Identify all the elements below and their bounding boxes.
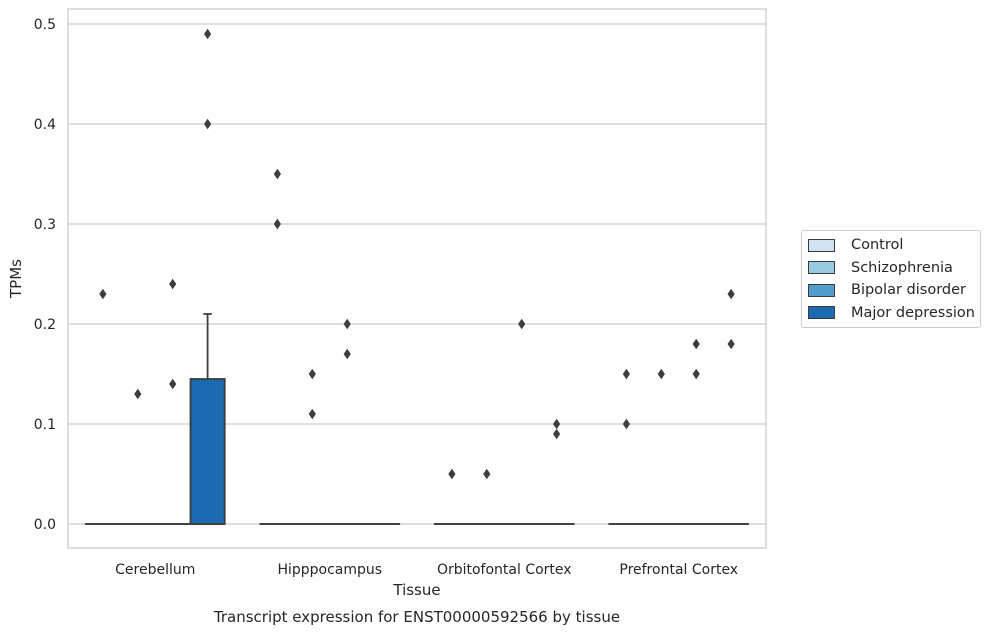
legend-item-control: Control: [808, 234, 975, 257]
series-schizophrenia: [119, 368, 680, 525]
legend-label-bipolar-disorder: Bipolar disorder: [851, 282, 966, 299]
outlier-point: [553, 428, 561, 440]
chart-title: Transcript expression for ENST0000059256…: [213, 608, 620, 626]
legend-swatch-schizophrenia: [808, 261, 835, 275]
outlier-point: [622, 368, 630, 380]
series-control: [84, 168, 645, 525]
legend-swatch-control: [808, 238, 835, 252]
outlier-point: [448, 468, 456, 480]
outlier-point: [727, 288, 735, 300]
outlier-point: [273, 218, 281, 230]
box-groups: [84, 28, 750, 525]
outlier-point: [483, 468, 491, 480]
y-tick-label: 0.3: [34, 217, 56, 233]
outlier-point: [99, 288, 107, 300]
x-tick-label: Orbitofontal Cortex: [437, 562, 572, 578]
outlier-point: [169, 278, 177, 290]
outlier-point: [308, 408, 316, 420]
series-bipolar-disorder: [154, 278, 715, 525]
legend-swatch-bipolar-disorder: [808, 283, 835, 297]
legend-item-bipolar-disorder: Bipolar disorder: [808, 279, 975, 302]
legend: Control Schizophrenia Bipolar disorder M…: [801, 230, 981, 328]
outlier-point: [727, 338, 735, 350]
plot-frame: [67, 8, 767, 549]
y-tick-label: 0.4: [34, 117, 56, 133]
x-tick-label: Prefrontal Cortex: [619, 562, 738, 578]
box: [189, 378, 226, 525]
legend-swatch-major-depression: [808, 306, 835, 320]
legend-label-control: Control: [851, 237, 904, 254]
outlier-point: [169, 378, 177, 390]
y-tick-labels: 0.0 0.1 0.2 0.3 0.4 0.5: [34, 17, 56, 533]
outlier-point: [518, 318, 526, 330]
outlier-point: [657, 368, 665, 380]
outlier-point: [622, 418, 630, 430]
outlier-point: [692, 368, 700, 380]
x-tick-label: Cerebellum: [115, 562, 195, 578]
x-axis-label: Tissue: [392, 581, 440, 599]
y-tick-label: 0.2: [34, 317, 56, 333]
outlier-point: [343, 348, 351, 360]
outlier-point: [204, 28, 212, 40]
outlier-point: [134, 388, 142, 400]
y-tick-label: 0.5: [34, 17, 56, 33]
outlier-point: [343, 318, 351, 330]
outlier-point: [273, 168, 281, 180]
legend-item-major-depression: Major depression: [808, 302, 975, 325]
y-axis-label: TPMs: [7, 259, 25, 299]
x-tick-label: Hipppocampus: [277, 562, 382, 578]
series-major-depression: [189, 28, 750, 525]
legend-label-schizophrenia: Schizophrenia: [851, 259, 953, 276]
outlier-point: [204, 118, 212, 130]
y-tick-label: 0.0: [34, 517, 56, 533]
legend-label-major-depression: Major depression: [851, 304, 975, 321]
y-tick-label: 0.1: [34, 417, 56, 433]
outlier-point: [308, 368, 316, 380]
legend-item-schizophrenia: Schizophrenia: [808, 257, 975, 280]
x-tick-labels: Cerebellum Hipppocampus Orbitofontal Corte…: [115, 562, 738, 578]
grid-lines: [68, 23, 766, 525]
outlier-point: [692, 338, 700, 350]
outlier-point: [553, 418, 561, 430]
